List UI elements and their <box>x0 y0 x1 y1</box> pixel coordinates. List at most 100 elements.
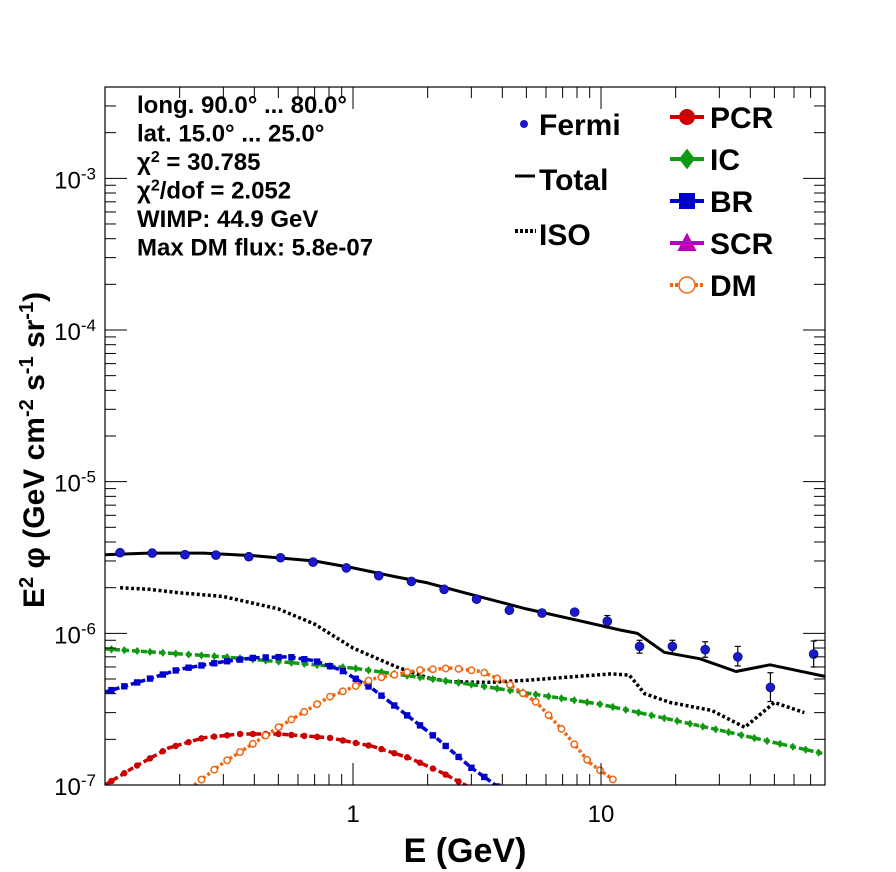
fermi-data-point <box>504 605 515 616</box>
series-marker-br <box>442 742 449 750</box>
legend-symbol <box>678 276 696 294</box>
series-marker-dm <box>403 668 412 677</box>
y-tick-exponent: -3 <box>81 164 96 183</box>
series-marker-ic <box>712 725 719 734</box>
series-marker-ic <box>133 646 141 656</box>
legend-item-pcr: PCR <box>670 102 774 135</box>
y-tick-label: 10-5 <box>54 467 96 498</box>
fermi-data-point <box>275 552 286 563</box>
series-marker-br <box>121 683 128 690</box>
series-marker-pcr <box>442 771 449 778</box>
series-marker-pcr <box>133 762 141 769</box>
series-marker-dm <box>583 755 592 764</box>
series-marker-pcr <box>313 733 321 741</box>
info-line-part: /dof = 2.052 <box>160 178 291 205</box>
series-marker-dm <box>480 668 489 677</box>
series-marker-ic <box>583 698 591 707</box>
series-marker-dm <box>518 689 527 698</box>
series-marker-ic <box>455 678 462 687</box>
series-marker-dm <box>557 724 566 733</box>
series-marker-ic <box>558 694 565 703</box>
info-line: Max DM flux: 5.8e-07 <box>137 235 373 262</box>
fermi-data-point <box>569 607 580 617</box>
series-marker-pcr <box>352 739 359 747</box>
legend-symbol <box>677 232 697 251</box>
info-line: lat. 15.0° ... 25.0° <box>137 121 324 148</box>
series-marker-pcr <box>146 755 154 762</box>
y-tick-label: 10-6 <box>54 619 96 650</box>
fermi-data-point <box>147 548 158 558</box>
series-marker-dm <box>570 740 579 749</box>
legend-symbol <box>679 193 695 209</box>
info-line-part: χ <box>137 149 151 176</box>
series-marker-br <box>262 654 269 661</box>
fermi-data-point <box>471 594 482 604</box>
y-axis-label: E2 φ (GeV cm-2 s-1 sr-1) <box>16 292 51 608</box>
series-marker-ic <box>108 645 115 654</box>
fermi-data-point <box>341 563 352 573</box>
fermi-data-point <box>439 584 449 595</box>
y-label-part: -1 <box>16 302 38 320</box>
series-marker-dm <box>454 664 463 673</box>
series-marker-br <box>455 753 462 761</box>
series-marker-ic <box>185 650 192 659</box>
series-marker-ic <box>815 748 822 757</box>
y-tick-label: 10-7 <box>54 771 96 802</box>
series-marker-pcr <box>223 732 231 739</box>
series-marker-dm <box>390 670 399 679</box>
y-label-part: -1 <box>16 356 38 374</box>
legend-symbol <box>520 120 528 128</box>
series-marker-dm <box>441 664 450 673</box>
series-dm <box>191 664 618 785</box>
series-marker-dm <box>223 756 232 765</box>
series-marker-dm <box>608 775 617 784</box>
series-marker-ic <box>622 705 629 714</box>
y-tick-label: 10-4 <box>54 315 96 346</box>
series-marker-br <box>185 664 192 671</box>
x-tick-label: 1 <box>346 801 359 828</box>
series-marker-br <box>326 662 334 670</box>
info-line-part: 2 <box>151 149 160 166</box>
legend-label: SCR <box>710 228 774 261</box>
y-tick-label: 10-3 <box>54 164 96 195</box>
series-marker-dm <box>248 739 257 748</box>
series-line-ic <box>105 647 825 756</box>
series-marker-pcr <box>249 730 257 738</box>
series-br <box>105 653 501 785</box>
series-marker-ic <box>673 716 681 726</box>
info-line-part: = 30.785 <box>160 149 261 176</box>
legend-label: Total <box>539 164 608 197</box>
fermi-data-point <box>634 641 645 652</box>
series-marker-br <box>391 702 398 709</box>
series-marker-dm <box>351 682 360 690</box>
series-marker-dm <box>428 665 437 674</box>
series-marker-pcr <box>288 731 295 739</box>
series-marker-dm <box>506 680 514 689</box>
series-marker-ic <box>738 730 745 740</box>
series-marker-br <box>468 764 475 771</box>
series-marker-ic <box>545 692 552 701</box>
series-marker-br <box>223 658 231 665</box>
series-marker-dm <box>493 674 502 683</box>
y-tick-base: 10 <box>54 774 81 801</box>
y-tick-exponent: -6 <box>81 619 96 638</box>
series-marker-pcr <box>121 770 128 777</box>
fermi-data-point <box>308 557 318 567</box>
series-marker-ic <box>198 651 205 660</box>
fermi-data-point <box>700 644 710 655</box>
series-marker-br <box>416 722 424 729</box>
series-marker-dm <box>261 731 270 740</box>
series-marker-br <box>236 656 244 663</box>
fermi-data-point <box>667 641 678 652</box>
series-marker-br <box>301 655 308 663</box>
series-marker-pcr <box>391 750 398 757</box>
legend-item-br: BR <box>670 186 754 219</box>
legend-label: BR <box>710 186 754 219</box>
series-marker-br <box>172 667 179 674</box>
series-marker-dm <box>416 666 424 675</box>
series-marker-ic <box>288 658 295 667</box>
series-marker-br <box>313 658 321 665</box>
series-marker-dm <box>544 711 553 720</box>
